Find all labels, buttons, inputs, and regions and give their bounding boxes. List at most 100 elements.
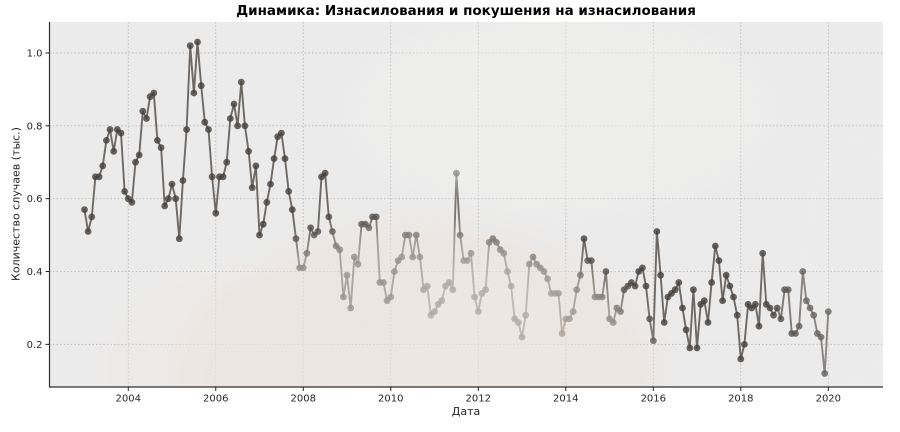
data-point — [726, 282, 734, 290]
data-point — [653, 228, 661, 235]
y-tick-label: 0.8 — [27, 121, 43, 132]
data-point — [81, 206, 88, 214]
watermark-blob — [360, 22, 760, 202]
data-point — [675, 279, 683, 286]
data-point — [175, 235, 183, 243]
data-point — [759, 249, 767, 257]
data-point — [154, 137, 161, 144]
data-point — [201, 118, 209, 126]
data-point — [259, 220, 267, 228]
data-point — [719, 297, 726, 305]
data-point — [733, 311, 741, 319]
data-point — [766, 304, 774, 312]
data-point — [321, 169, 329, 177]
watermark-blob — [390, 260, 570, 387]
data-point — [281, 155, 289, 163]
watermark-blob — [780, 110, 883, 387]
data-point — [84, 228, 92, 235]
data-point — [602, 268, 610, 275]
data-point — [755, 322, 763, 330]
data-point — [234, 122, 242, 130]
data-point — [715, 257, 723, 264]
data-point — [161, 202, 169, 210]
data-point — [693, 344, 701, 352]
data-point — [711, 242, 719, 250]
data-point — [183, 126, 191, 133]
data-point — [580, 235, 588, 243]
data-point — [157, 144, 165, 152]
data-point — [307, 224, 314, 232]
data-point — [150, 89, 158, 97]
data-point — [314, 228, 322, 235]
y-tick-label: 0.4 — [27, 267, 43, 278]
data-point — [679, 304, 686, 312]
data-point — [208, 173, 216, 181]
data-point — [205, 126, 212, 133]
data-point — [168, 180, 176, 188]
x-axis-title: Дата — [451, 405, 481, 418]
y-tick-label: 1.0 — [27, 48, 43, 59]
data-point — [110, 147, 118, 155]
data-point — [106, 126, 114, 133]
data-point — [292, 235, 300, 243]
data-point — [230, 100, 238, 108]
data-point — [777, 315, 785, 323]
data-point — [657, 271, 664, 279]
data-point — [103, 137, 110, 144]
tick-marks — [45, 52, 829, 391]
x-tick-label: 2010 — [378, 394, 403, 405]
data-point — [741, 341, 748, 348]
data-point — [88, 213, 96, 221]
x-tick-label: 2012 — [466, 394, 491, 405]
data-point — [165, 195, 172, 203]
x-tick-label: 2018 — [728, 394, 753, 405]
axes-spines — [48, 22, 883, 388]
data-point — [212, 209, 220, 217]
data-point — [263, 198, 271, 206]
data-point — [690, 286, 697, 294]
data-point — [737, 355, 745, 363]
data-point — [219, 173, 227, 181]
y-tick-label: 0.6 — [27, 194, 43, 205]
data-point — [252, 162, 260, 170]
x-tick-label: 2020 — [816, 394, 841, 405]
data-point — [288, 206, 296, 214]
x-tick-label: 2014 — [553, 394, 578, 405]
y-axis-title: Количество случаев (тыс.) — [9, 127, 23, 281]
data-point — [752, 300, 759, 308]
data-point — [194, 38, 201, 46]
data-point — [285, 188, 293, 195]
data-point — [708, 279, 715, 286]
data-point — [223, 158, 231, 166]
data-point — [270, 155, 278, 163]
data-point — [682, 326, 690, 334]
chart-title: Динамика: Изнасилования и покушения на и… — [236, 3, 696, 19]
data-point — [190, 89, 198, 97]
data-point — [671, 286, 679, 294]
data-point — [121, 188, 128, 195]
data-point — [132, 158, 139, 166]
tick-labels: 2004 2006 2008 2010 2012 2014 2016 2018 2020 0.2 0… — [27, 48, 841, 404]
data-point — [143, 115, 150, 122]
data-point — [245, 147, 253, 155]
y-tick-label: 0.2 — [27, 340, 43, 351]
data-point — [278, 129, 285, 137]
data-point — [139, 107, 147, 115]
data-point — [267, 180, 274, 188]
x-tick-label: 2016 — [641, 394, 666, 405]
data-point — [95, 173, 103, 181]
data-point — [631, 282, 639, 290]
data-point — [372, 213, 380, 221]
data-point — [135, 151, 143, 159]
data-point — [730, 293, 737, 301]
data-point — [770, 311, 777, 319]
data-point — [186, 42, 194, 50]
data-point — [241, 122, 249, 130]
watermark-blob — [110, 277, 350, 387]
data-point — [686, 344, 694, 352]
data-point — [660, 319, 668, 326]
data-point — [237, 78, 245, 86]
watermark-overlay — [110, 22, 883, 387]
